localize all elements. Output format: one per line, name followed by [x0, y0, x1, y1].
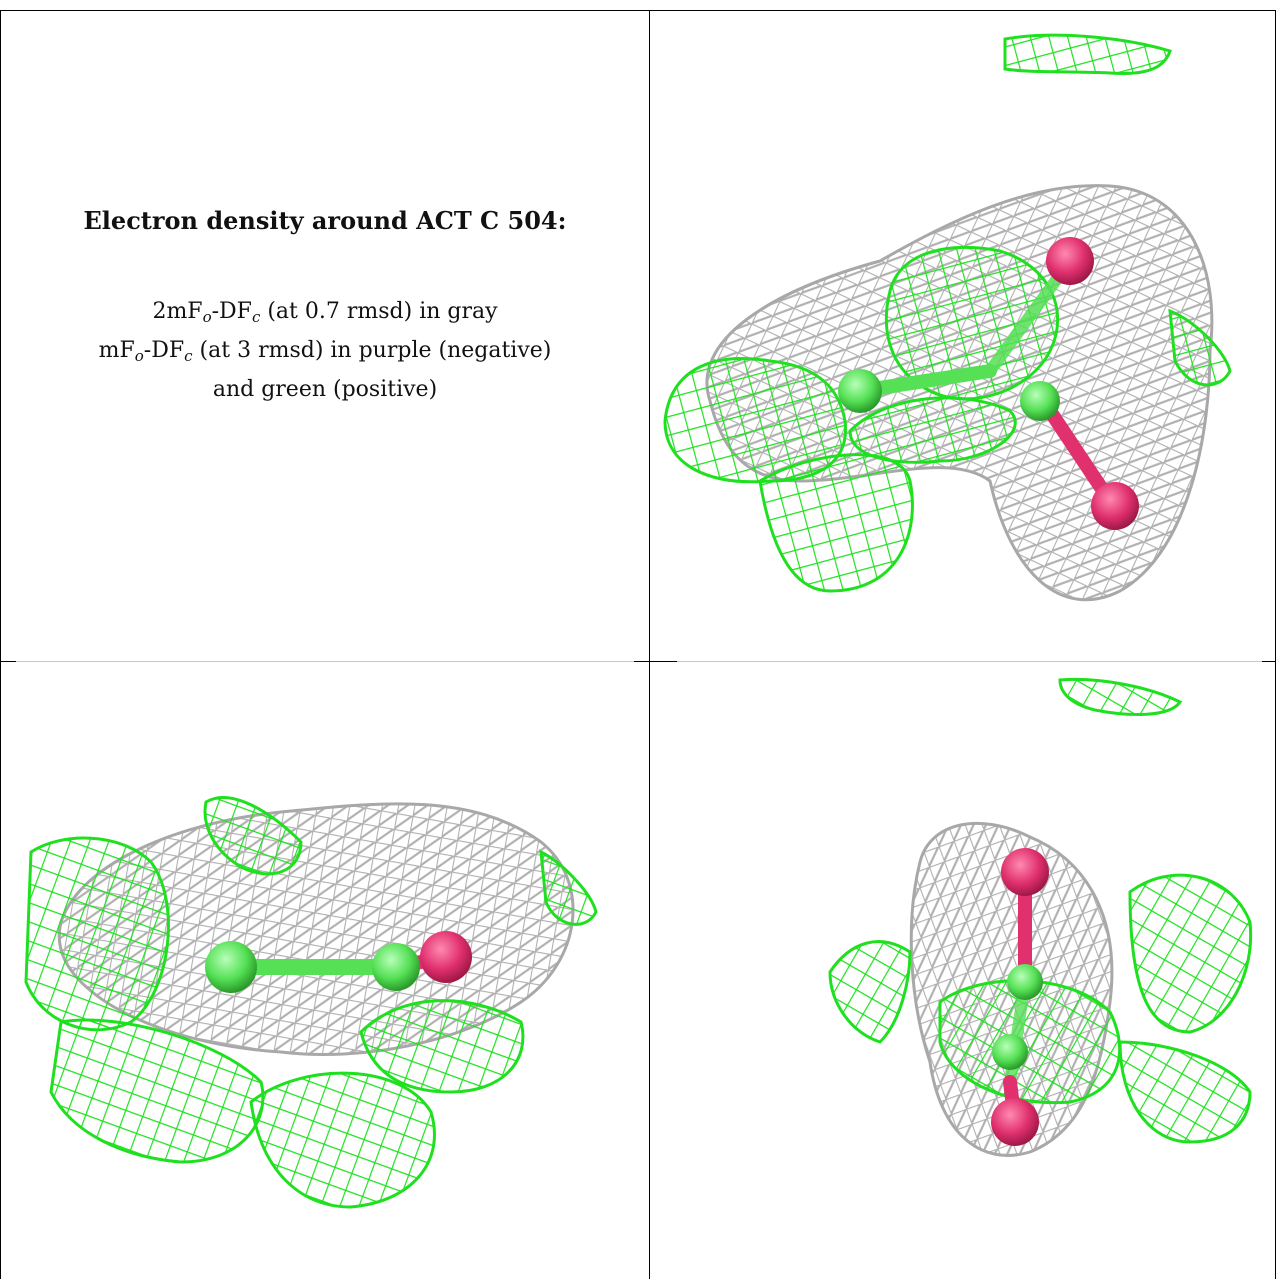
density-render	[663, 33, 1232, 602]
top-border	[0, 10, 1276, 11]
divider-stub	[634, 661, 677, 662]
left-border	[0, 10, 1, 1279]
divider-stub	[0, 661, 16, 662]
carbon-atom	[372, 943, 420, 991]
green-density-mesh	[663, 33, 1232, 593]
legend-line-1: 2mFo-DFc (at 0.7 rmsd) in gray	[1, 295, 649, 334]
legend-text: (at 0.7 rmsd) in gray	[260, 299, 498, 324]
legend-text: (at 3 rmsd) in purple (negative)	[192, 338, 552, 363]
legend-subscript: o	[134, 347, 144, 365]
divider-stub	[1262, 661, 1276, 662]
legend-text: -DF	[143, 338, 185, 363]
oxygen-atom	[420, 931, 472, 983]
carbon-atom	[1020, 381, 1060, 421]
green-density-mesh	[828, 678, 1253, 1144]
oxygen-atom	[1001, 848, 1049, 896]
carbon-atom	[992, 1034, 1028, 1070]
density-render	[828, 678, 1253, 1157]
legend-text: mF	[98, 338, 135, 363]
legend-line-2: mFo-DFc (at 3 rmsd) in purple (negative)	[1, 334, 649, 373]
carbon-atom	[205, 941, 257, 993]
legend-subscript: c	[184, 347, 193, 365]
density-view-bottom-right	[650, 662, 1275, 1279]
figure-frame: Electron density around ACT C 504: 2mFo-…	[0, 10, 1276, 1279]
legend-text: 2mF	[152, 299, 203, 324]
oxygen-atom	[1091, 482, 1139, 530]
vertical-divider	[649, 10, 650, 1279]
carbon-atom	[838, 369, 882, 413]
acetate-molecule	[838, 237, 1139, 530]
legend-text: -DF	[211, 299, 252, 324]
acetate-molecule	[205, 931, 472, 993]
oxygen-atom	[991, 1098, 1039, 1146]
density-render	[24, 796, 598, 1209]
legend-subscript: o	[202, 308, 212, 326]
carbon-atom	[1007, 964, 1043, 1000]
caption-panel: Electron density around ACT C 504: 2mFo-…	[1, 11, 649, 661]
legend-subscript: c	[251, 308, 261, 326]
legend-line-3: and green (positive)	[212, 377, 438, 402]
acetate-molecule	[991, 848, 1049, 1146]
density-view-top-right	[650, 11, 1275, 661]
green-density-mesh	[24, 796, 598, 1209]
figure-title: Electron density around ACT C 504:	[83, 206, 567, 235]
density-view-bottom-left	[1, 662, 649, 1279]
caption: Electron density around ACT C 504: 2mFo-…	[1, 206, 649, 407]
oxygen-atom	[1046, 237, 1094, 285]
